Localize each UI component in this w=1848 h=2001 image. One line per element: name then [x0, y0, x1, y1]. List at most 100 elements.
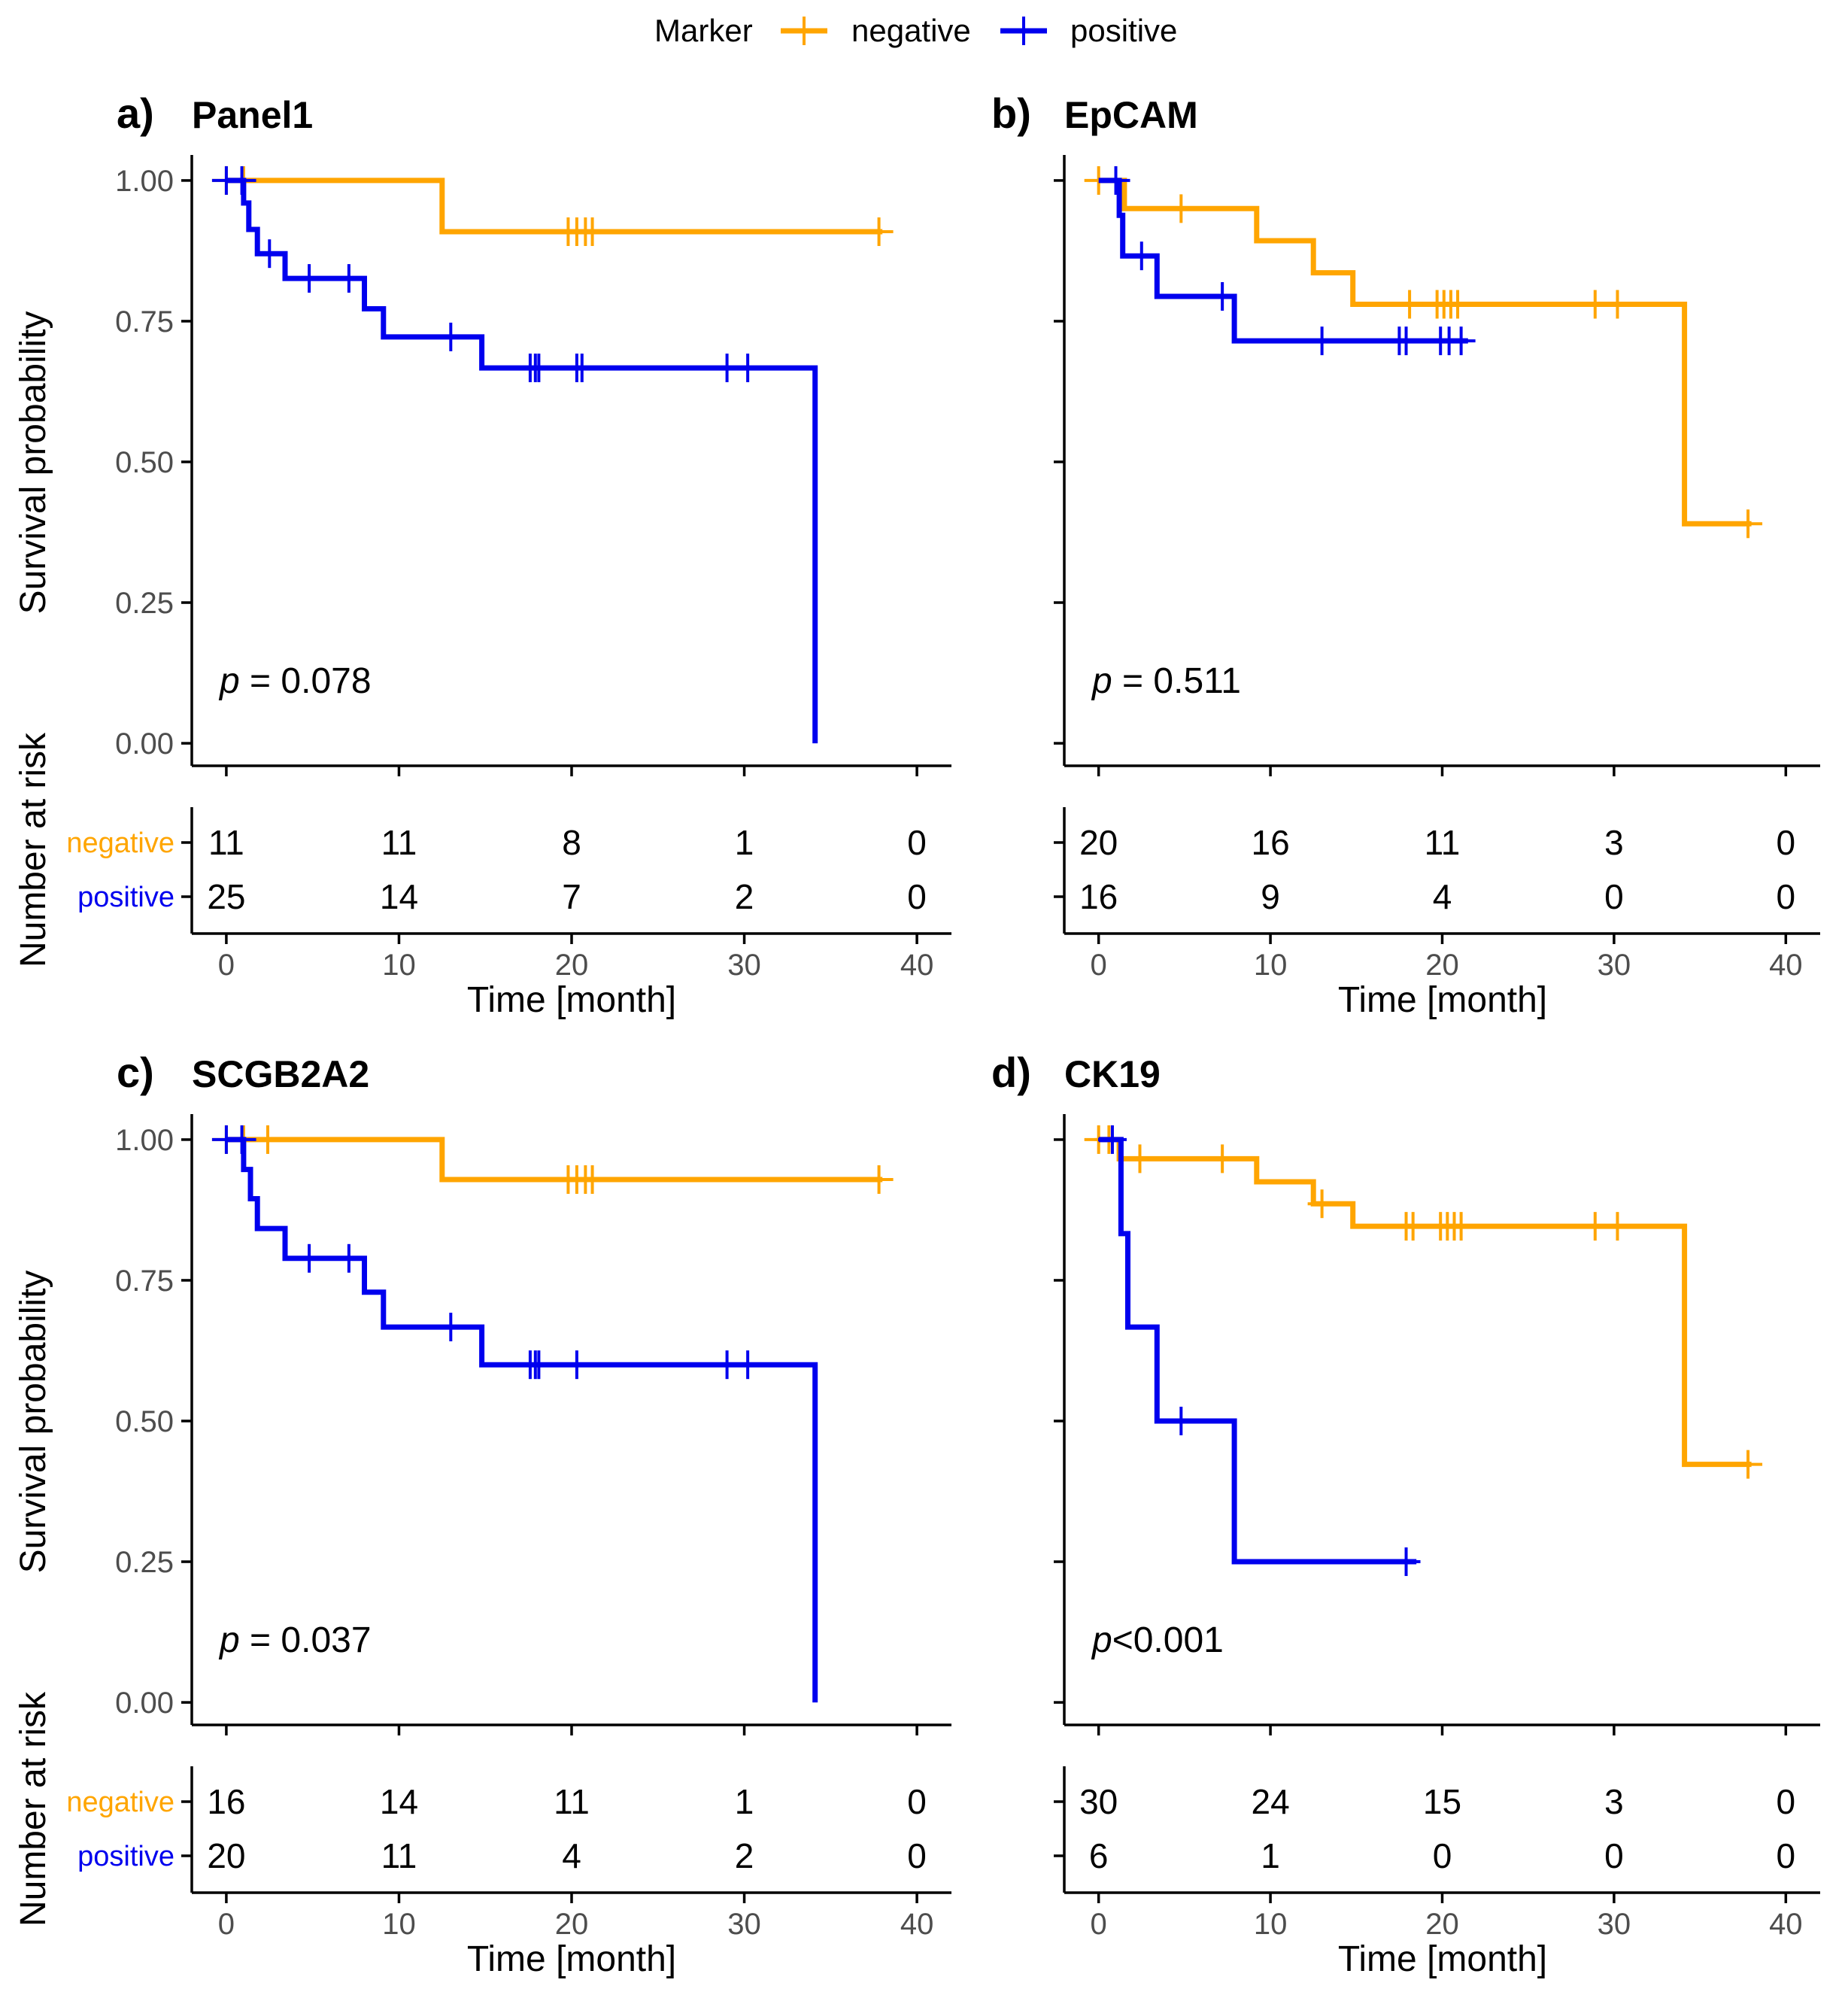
risk-count-negative: 0 [1777, 1782, 1796, 1821]
risk-count-positive: 25 [207, 877, 245, 916]
risk-count-positive: 7 [562, 877, 581, 916]
panel-letter: a) [117, 90, 154, 137]
plot-area [1054, 1114, 1820, 1735]
x-axis-title: Time [month] [1338, 980, 1547, 1020]
risk-count-negative: 15 [1423, 1782, 1461, 1821]
risk-count-positive: 0 [1604, 877, 1624, 916]
panel-letter: b) [991, 90, 1031, 137]
risk-count-negative: 0 [907, 823, 927, 862]
x-tick-label: 0 [218, 1908, 235, 1941]
risk-row-label-positive: positive [77, 1841, 174, 1872]
x-tick-label: 20 [1425, 1908, 1459, 1941]
risk-count-positive: 16 [1079, 877, 1118, 916]
risk-table-title: Number at risk [14, 1691, 53, 1927]
y-tick-label: 0.50 [115, 1405, 174, 1438]
legend-label-positive: positive [1070, 13, 1177, 48]
x-tick-label: 10 [1254, 1908, 1288, 1941]
risk-count-negative: 3 [1604, 1782, 1624, 1821]
plot-area [1054, 155, 1820, 776]
risk-count-negative: 14 [380, 1782, 418, 1821]
risk-count-positive: 2 [735, 1836, 754, 1875]
y-axis-title: Survival probability [14, 311, 53, 615]
risk-count-positive: 0 [907, 877, 927, 916]
risk-count-negative: 0 [907, 1782, 927, 1821]
y-tick-label: 1.00 [115, 1124, 174, 1157]
p-value: p = 0.511 [1091, 661, 1241, 701]
panel-title: CK19 [1064, 1053, 1161, 1095]
risk-count-negative: 16 [207, 1782, 245, 1821]
risk-count-negative: 11 [554, 1782, 590, 1821]
p-symbol: p [1091, 1620, 1112, 1660]
x-tick-label: 30 [727, 1908, 761, 1941]
x-tick-label: 20 [1425, 949, 1459, 982]
risk-count-positive: 2 [735, 877, 754, 916]
x-tick-label: 40 [900, 1908, 934, 1941]
x-tick-label: 40 [1769, 949, 1803, 982]
risk-count-negative: 8 [562, 823, 581, 862]
risk-count-positive: 20 [207, 1836, 245, 1875]
risk-count-negative: 1 [735, 1782, 754, 1821]
risk-count-negative: 11 [381, 823, 417, 862]
risk-count-positive: 0 [907, 1836, 927, 1875]
panel-c: c) SCGB2A2 Survival probability Number a… [14, 1049, 951, 1979]
legend-title: Marker [654, 13, 753, 48]
y-tick-label: 0.75 [115, 305, 174, 339]
risk-count-negative: 24 [1252, 1782, 1290, 1821]
x-tick-label: 0 [1091, 949, 1107, 982]
y-tick-label: 1.00 [115, 165, 174, 198]
risk-row-label-negative: negative [66, 827, 174, 859]
plot-area: 0.00 0.25 0.50 0.75 1.00 [115, 155, 951, 776]
risk-count-negative: 3 [1604, 823, 1624, 862]
x-tick-label: 40 [900, 949, 934, 982]
risk-count-positive: 0 [1777, 1836, 1796, 1875]
y-tick-label: 0.75 [115, 1265, 174, 1298]
y-tick-label: 0.00 [115, 727, 174, 761]
km-curve-positive [226, 1137, 818, 1703]
risk-count-positive: 6 [1089, 1836, 1109, 1875]
km-curve-positive [226, 178, 818, 744]
risk-count-positive: 1 [1261, 1836, 1280, 1875]
km-curve-negative [1098, 178, 1752, 527]
panel-title: Panel1 [192, 94, 313, 136]
x-tick-label: 0 [218, 949, 235, 982]
risk-count-positive: 0 [1777, 877, 1796, 916]
x-tick-label: 30 [1598, 1908, 1631, 1941]
x-tick-label: 20 [555, 949, 589, 982]
x-tick-label: 20 [555, 1908, 589, 1941]
y-tick-label: 0.25 [115, 587, 174, 620]
y-tick-label: 0.00 [115, 1687, 174, 1720]
p-value: p = 0.037 [218, 1620, 372, 1660]
panel-a: a) Panel1 Survival probability Number at… [14, 90, 951, 1020]
risk-count-positive: 9 [1261, 877, 1280, 916]
risk-count-negative: 11 [1425, 823, 1461, 862]
km-curve-negative [226, 178, 883, 235]
panel-letter: c) [117, 1049, 154, 1096]
risk-table-title: Number at risk [14, 732, 53, 967]
p-symbol: p [218, 1620, 240, 1660]
x-axis-title: Time [month] [1338, 1939, 1547, 1979]
p-symbol: p [218, 661, 240, 701]
p-value-text: = 0.511 [1112, 661, 1241, 701]
risk-row-label-positive: positive [77, 882, 174, 913]
risk-count-positive: 0 [1604, 1836, 1624, 1875]
p-value-text: = 0.037 [240, 1620, 372, 1660]
risk-count-positive: 11 [381, 1836, 417, 1875]
risk-count-negative: 1 [735, 823, 754, 862]
risk-count-positive: 0 [1433, 1836, 1452, 1875]
p-value-text: = 0.078 [240, 661, 372, 701]
y-tick-label: 0.25 [115, 1546, 174, 1579]
km-curve-positive [1098, 178, 1468, 344]
km-curve-positive [1098, 1137, 1417, 1565]
x-tick-label: 30 [1598, 949, 1631, 982]
y-axis-title: Survival probability [14, 1271, 53, 1574]
x-axis-title: Time [month] [467, 1939, 676, 1979]
legend: Marker negative positive [654, 13, 1177, 48]
panel-title: SCGB2A2 [192, 1053, 369, 1095]
p-value: p<0.001 [1091, 1620, 1224, 1660]
km-curve-negative [1098, 1137, 1752, 1468]
plot-area: 0.00 0.25 0.50 0.75 1.00 [115, 1114, 951, 1735]
risk-count-negative: 20 [1079, 823, 1118, 862]
